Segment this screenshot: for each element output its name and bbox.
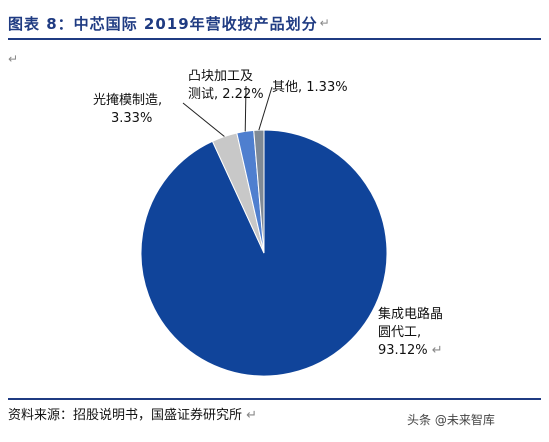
leader-line-bumping (244, 85, 247, 132)
return-mark-icon: ↵ (8, 52, 19, 66)
source-note: 资料来源：招股说明书，国盛证券研究所 ↵ (8, 398, 541, 423)
watermark: 头条 @未来智库 (404, 410, 498, 429)
slice-label-foundry: 集成电路晶 圆代工, 93.12% ↵ (378, 306, 443, 360)
slice-label-bumping-line2: 测试, (188, 87, 219, 102)
chart-title: 图表 8：中芯国际 2019年营收按产品划分 (8, 14, 318, 33)
return-mark-icon: ↵ (246, 408, 258, 423)
slice-label-other: 其他, 1.33% (272, 79, 348, 97)
slice-value-other: 1.33% (306, 80, 348, 95)
return-mark-icon: ↵ (431, 343, 443, 358)
leader-line-photomask (182, 102, 225, 137)
slice-value-photomask: 3.33% (111, 111, 153, 126)
slice-label-photomask-line1: 光掩模制造, (93, 93, 163, 108)
slice-label-foundry-line1: 集成电路晶 (378, 307, 444, 322)
chart-title-bar: 图表 8：中芯国际 2019年营收按产品划分 ↵ (8, 8, 541, 40)
pie-slice-other (253, 129, 265, 254)
slice-label-other-line1: 其他, (272, 80, 303, 95)
pie-chart (140, 85, 388, 377)
slice-value-foundry: 93.12% (378, 343, 428, 358)
slice-label-bumping: 凸块加工及 测试, 2.22% (188, 68, 264, 104)
source-text: 资料来源：招股说明书，国盛证券研究所 (8, 408, 243, 423)
slice-label-photomask: 光掩模制造, 3.33% (93, 92, 162, 128)
slice-label-foundry-line2: 圆代工, (378, 325, 422, 340)
return-mark-icon: ↵ (319, 16, 330, 30)
slice-value-bumping: 2.22% (222, 87, 264, 102)
slice-label-bumping-line1: 凸块加工及 (188, 69, 254, 84)
leader-line-other (258, 86, 273, 131)
